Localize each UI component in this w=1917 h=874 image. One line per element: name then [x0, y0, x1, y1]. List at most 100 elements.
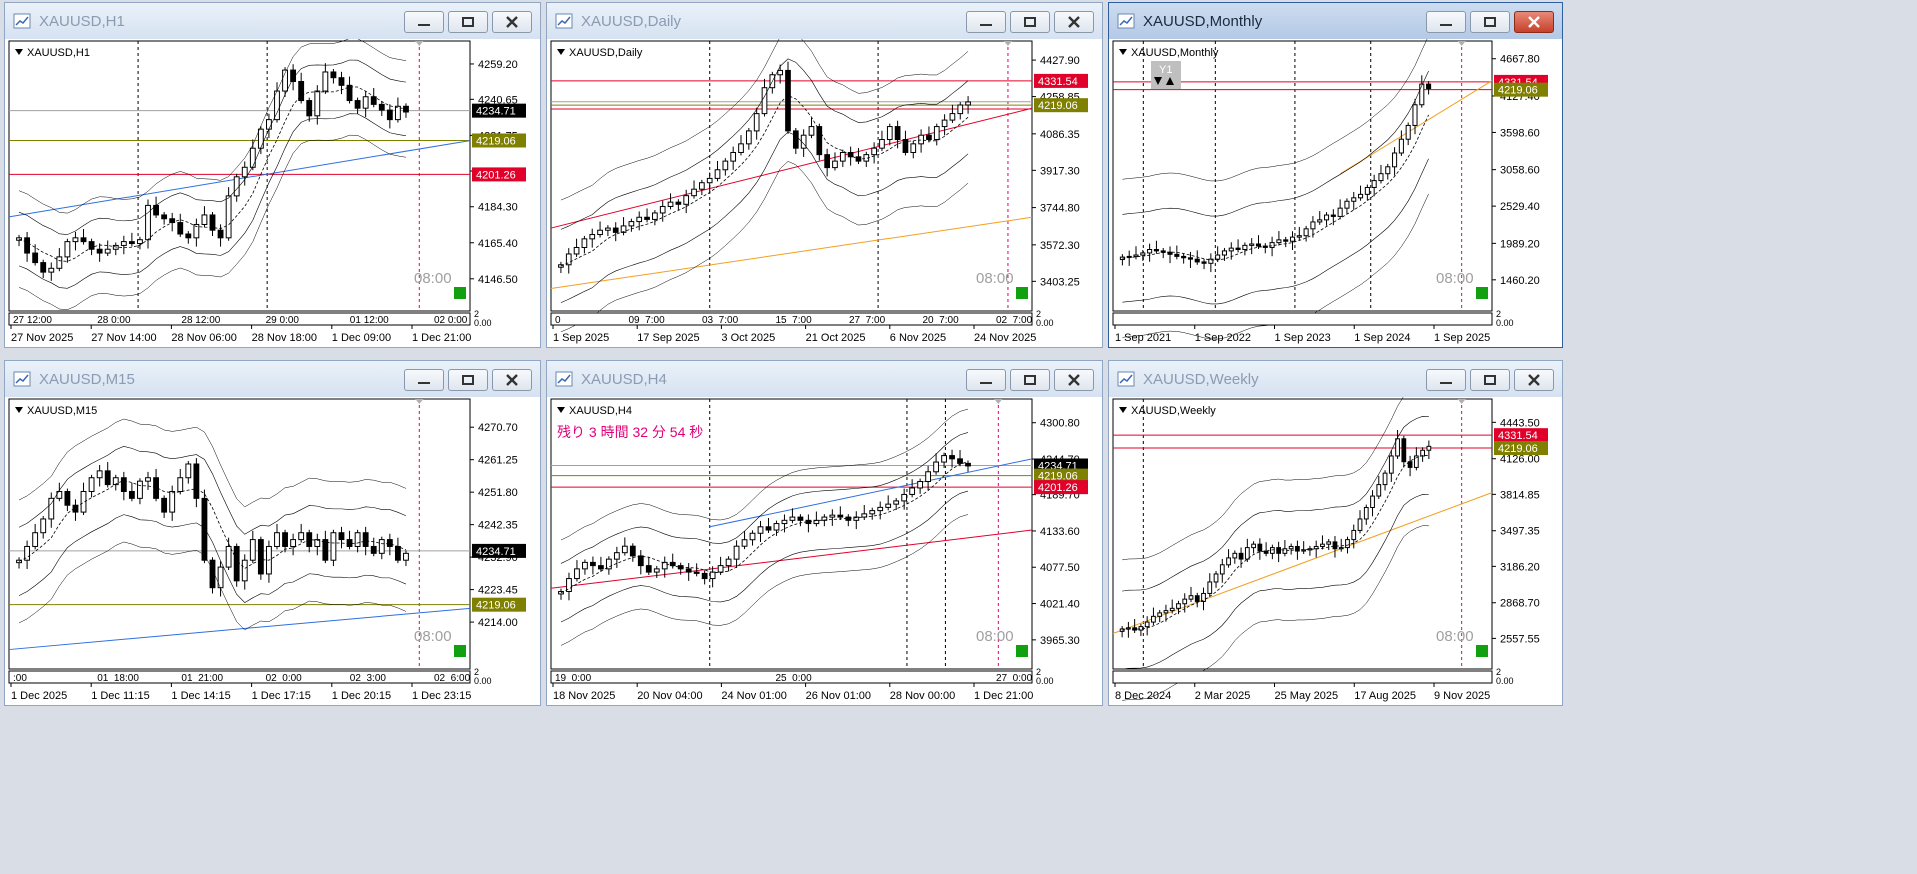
title-bar[interactable]: XAUUSD,M15: [5, 361, 540, 397]
price-chart[interactable]: XAUUSD,Weekly 08:00 4443.50 4126.00 3814.85 3…: [1109, 397, 1562, 703]
candle: [765, 518, 772, 533]
time-tick-label: 3 Oct 2025: [721, 332, 775, 344]
trade-indicator-icon[interactable]: [454, 287, 466, 299]
chart-window-daily[interactable]: XAUUSD,Daily XAUUSD,Daily 08:00 4427.90 4258…: [546, 2, 1103, 348]
restore-icon: [462, 17, 474, 27]
trade-indicator-icon[interactable]: [1016, 287, 1028, 299]
upper-band-line: [1122, 416, 1429, 592]
period-up-icon[interactable]: [1166, 77, 1174, 85]
trade-indicator-icon[interactable]: [1476, 645, 1488, 657]
chart-menu-triangle-icon[interactable]: [557, 407, 565, 413]
chart-shift-icon[interactable]: [1457, 41, 1466, 46]
window-title: XAUUSD,Weekly: [1143, 370, 1259, 388]
chart-shift-icon[interactable]: [1003, 41, 1012, 46]
candle: [48, 492, 55, 528]
close-button[interactable]: [1514, 11, 1554, 33]
chart-window-h4[interactable]: XAUUSD,H4 XAUUSD,H4 残り 3 時間 32 分 54 秒 08:00…: [546, 360, 1103, 706]
close-button[interactable]: [1054, 11, 1094, 33]
minimize-button[interactable]: [966, 11, 1006, 33]
separator-time-label: 20_7:00: [923, 315, 960, 326]
price-tick-label: 1460.20: [1500, 275, 1540, 287]
price-chart[interactable]: XAUUSD,M15 08:00 4270.70 4261.25 4251.80 4242…: [5, 397, 540, 703]
period-down-icon[interactable]: [1154, 77, 1162, 85]
chart-shift-icon[interactable]: [994, 399, 1003, 404]
trendline[interactable]: [550, 107, 1033, 229]
lower-band-line: [18, 113, 407, 289]
chart-menu-triangle-icon[interactable]: [1119, 49, 1127, 55]
time-tick-label: 17 Sep 2025: [637, 332, 699, 344]
chart-shift-icon[interactable]: [415, 41, 424, 46]
chart-app-icon: [1117, 13, 1135, 29]
minimize-button[interactable]: [404, 369, 444, 391]
chart-window-m15[interactable]: XAUUSD,M15 XAUUSD,M15 08:00 4270.70 4261.25 4…: [4, 360, 541, 706]
trendline[interactable]: [709, 458, 1033, 528]
minimize-button[interactable]: [1426, 369, 1466, 391]
time-tick-label: 1 Dec 2025: [11, 690, 67, 702]
price-tick-label: 4086.35: [1040, 129, 1080, 141]
chart-menu-triangle-icon[interactable]: [1119, 407, 1127, 413]
title-bar[interactable]: XAUUSD,H4: [547, 361, 1102, 397]
candle: [925, 465, 932, 491]
maximize-button[interactable]: [448, 369, 488, 391]
maximize-button[interactable]: [1470, 369, 1510, 391]
chart-menu-triangle-icon[interactable]: [15, 407, 23, 413]
chart-menu-triangle-icon[interactable]: [557, 49, 565, 55]
price-chart[interactable]: XAUUSD,Daily08:004427.904258.854086.3539…: [547, 39, 1102, 345]
candle: [96, 243, 103, 262]
candle: [853, 511, 860, 530]
candle: [1405, 122, 1411, 146]
chart-shift-icon[interactable]: [1457, 399, 1466, 404]
candle: [306, 97, 313, 122]
maximize-button[interactable]: [1010, 369, 1050, 391]
candle: [362, 526, 369, 556]
trade-indicator-icon[interactable]: [454, 645, 466, 657]
maximize-button[interactable]: [1470, 11, 1510, 33]
minimize-button[interactable]: [1426, 11, 1466, 33]
candle: [941, 452, 947, 468]
price-tick-label: 3058.60: [1500, 165, 1540, 177]
close-button[interactable]: [492, 11, 532, 33]
close-button[interactable]: [492, 369, 532, 391]
title-bar[interactable]: XAUUSD,H1: [5, 3, 540, 39]
candle: [589, 228, 596, 248]
candle: [829, 509, 836, 526]
trendline[interactable]: [1112, 492, 1493, 634]
maximize-button[interactable]: [1010, 11, 1050, 33]
candle: [1412, 98, 1418, 135]
price-chart[interactable]: XAUUSD,H4 残り 3 時間 32 分 54 秒 08:00 4300.80 42…: [547, 397, 1102, 703]
candle: [322, 63, 329, 94]
candle: [169, 485, 176, 521]
price-chart[interactable]: XAUUSD,H108:004259.204240.654221.754203.…: [5, 39, 540, 345]
period-badge[interactable]: [1151, 61, 1181, 89]
close-button[interactable]: [1514, 369, 1554, 391]
time-tick-label: 1 Sep 2021: [1115, 332, 1171, 344]
close-button[interactable]: [1054, 369, 1094, 391]
title-bar[interactable]: XAUUSD,Monthly: [1109, 3, 1562, 39]
maximize-button[interactable]: [448, 11, 488, 33]
price-chart[interactable]: XAUUSD,MonthlyY108:004667.804127.403598.…: [1109, 39, 1562, 345]
trendline[interactable]: [550, 529, 1033, 589]
chart-window-weekly[interactable]: XAUUSD,Weekly XAUUSD,Weekly 08:00 4443.50 41…: [1108, 360, 1563, 706]
title-bar[interactable]: XAUUSD,Weekly: [1109, 361, 1562, 397]
time-tick-label: 6 Nov 2025: [890, 332, 946, 344]
candle: [1323, 212, 1330, 226]
minimize-button[interactable]: [966, 369, 1006, 391]
candle: [1269, 544, 1275, 560]
chart-app-icon: [13, 371, 31, 387]
trendline[interactable]: [8, 607, 471, 651]
trendline[interactable]: [550, 216, 1033, 290]
candle: [80, 229, 87, 245]
candle: [1194, 592, 1200, 608]
chart-window-h1[interactable]: XAUUSD,H1XAUUSD,H108:004259.204240.65422…: [4, 2, 541, 348]
trade-indicator-icon[interactable]: [1476, 287, 1488, 299]
chart-window-monthly[interactable]: XAUUSD,Monthly XAUUSD,Monthly Y1 08:00 4667.…: [1108, 2, 1563, 348]
candle: [558, 588, 564, 600]
candle: [1249, 238, 1255, 255]
candle: [233, 543, 240, 587]
chart-menu-triangle-icon[interactable]: [15, 49, 23, 55]
title-bar[interactable]: XAUUSD,Daily: [547, 3, 1102, 39]
chart-shift-icon[interactable]: [415, 399, 424, 404]
trade-indicator-icon[interactable]: [1016, 645, 1028, 657]
candle: [24, 540, 31, 569]
minimize-button[interactable]: [404, 11, 444, 33]
